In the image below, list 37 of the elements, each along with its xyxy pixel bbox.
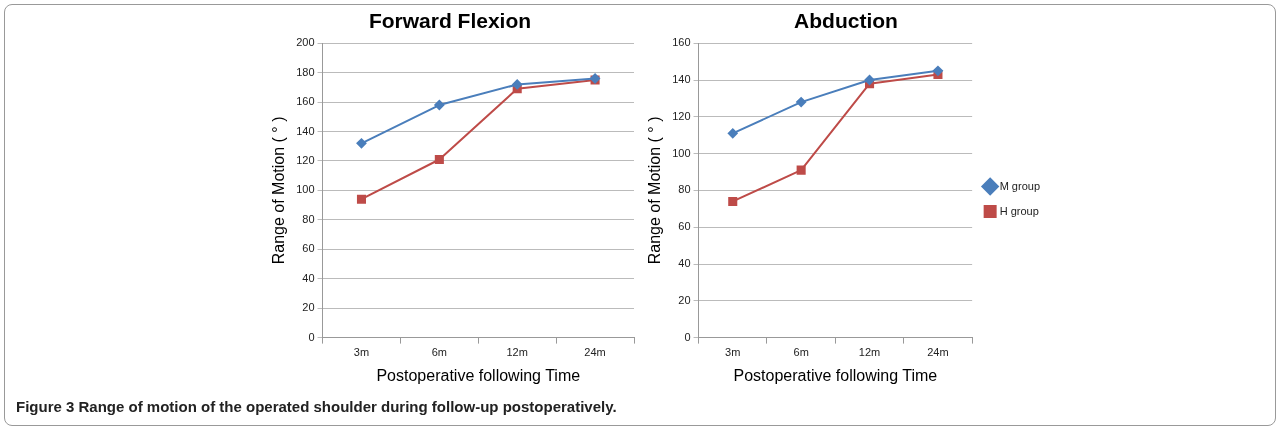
y-tick-label: 120 (672, 109, 691, 122)
y-tick-label: 40 (678, 257, 691, 270)
y-tick-label: 20 (678, 293, 691, 306)
y-tick-label: 140 (672, 73, 691, 86)
y-tick-label: 160 (672, 36, 691, 49)
y-tick-label: 80 (678, 183, 691, 196)
y-tick-label: 0 (684, 330, 691, 343)
chart-title: Abduction (794, 9, 898, 33)
y-tick-label: 80 (302, 212, 315, 225)
y-tick-label: 200 (296, 36, 315, 49)
legend-label: H group (999, 204, 1039, 217)
x-tick-label: 6m (793, 346, 809, 359)
y-tick-label: 180 (296, 65, 315, 78)
x-tick-label: 6m (431, 346, 447, 359)
x-tick-label: 12m (858, 346, 881, 359)
x-tick-label: 24m (584, 346, 606, 359)
x-axis-title: Postoperative following Time (376, 366, 581, 384)
x-tick-label: 3m (725, 346, 741, 359)
y-tick-label: 40 (302, 271, 315, 284)
x-tick-label: 24m (927, 346, 949, 359)
y-tick-label: 160 (296, 95, 315, 108)
caption: Figure 3 Range of motion of the operated shoulder during follow-up postoperatively. (16, 398, 617, 415)
y-tick-label: 0 (308, 330, 315, 343)
y-tick-label: 20 (302, 301, 315, 314)
y-axis-title: Range of Motion ( ° ) (270, 116, 288, 265)
x-axis-title: Postoperative following Time (733, 366, 938, 384)
y-tick-label: 60 (302, 242, 315, 255)
y-tick-label: 140 (296, 124, 315, 137)
x-tick-label: 3m (353, 346, 370, 359)
y-tick-label: 60 (678, 220, 691, 233)
chart-title: Forward Flexion (368, 9, 532, 33)
x-tick-label: 12m (506, 346, 528, 359)
y-tick-label: 120 (296, 153, 315, 166)
y-tick-label: 100 (672, 146, 691, 159)
y-axis-title: Range of Motion ( ° ) (646, 116, 664, 265)
y-tick-label: 100 (296, 183, 315, 196)
legend-label: M group (999, 179, 1041, 192)
